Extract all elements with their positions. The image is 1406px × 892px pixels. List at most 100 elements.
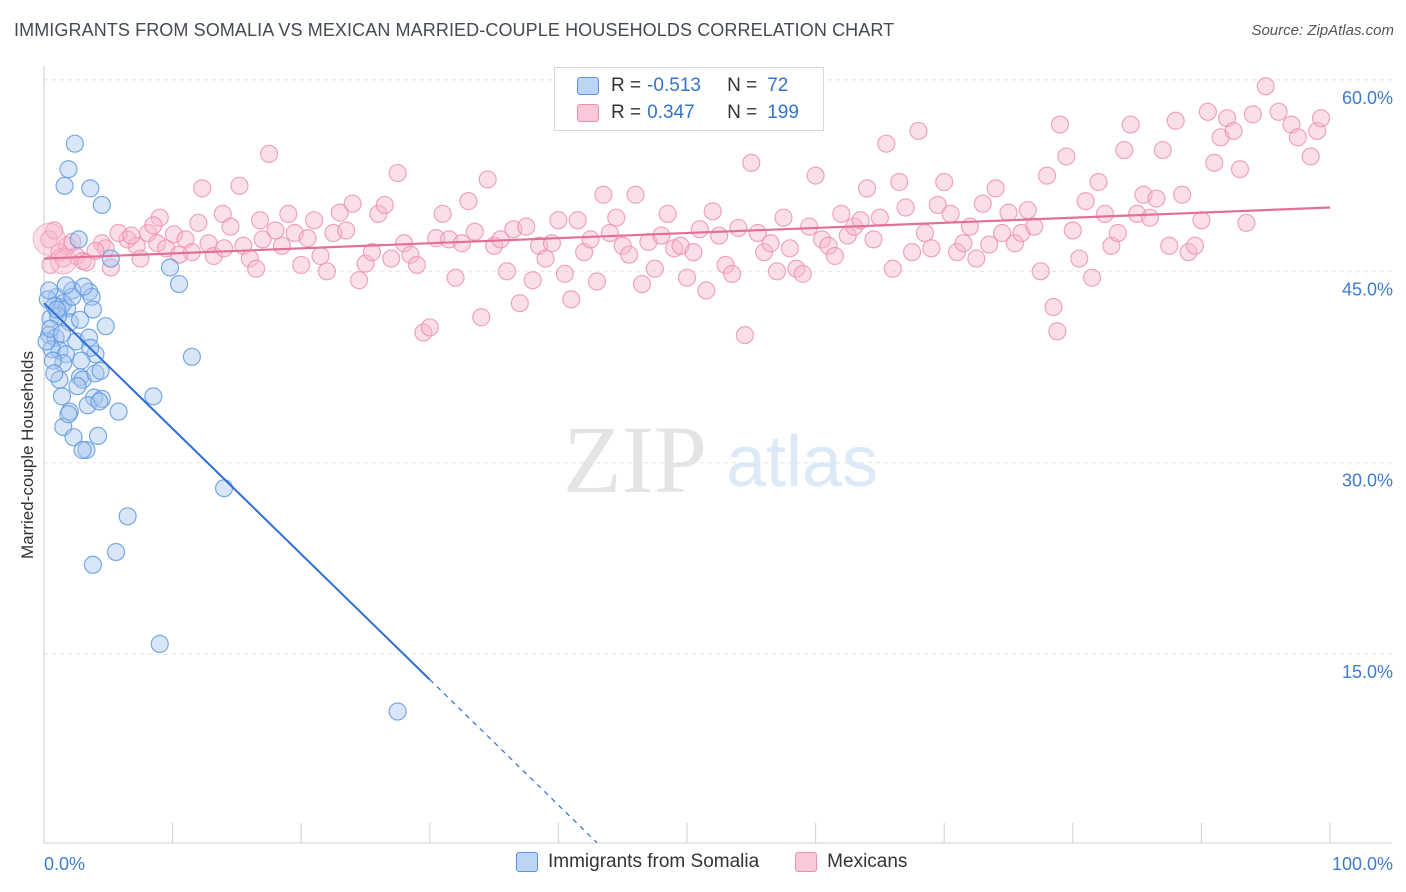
point-mexicans [478, 170, 497, 189]
stats-n-label: N = [727, 75, 758, 96]
point-mexicans [857, 179, 877, 198]
point-somalia [79, 282, 99, 301]
point-mexicans [767, 262, 787, 281]
point-mexicans [86, 241, 105, 260]
point-mexicans [710, 226, 729, 245]
point-somalia [59, 405, 78, 424]
point-mexicans [722, 264, 742, 283]
point-mexicans [362, 243, 382, 262]
stats-r-value: -0.513 [647, 75, 701, 96]
point-mexicans [909, 121, 928, 141]
point-mexicans [935, 172, 954, 192]
grid-lines [44, 79, 1392, 655]
point-mexicans [1269, 102, 1288, 121]
point-mexicans [304, 211, 324, 230]
point-mexicans [620, 245, 639, 264]
point-somalia [169, 274, 189, 294]
point-mexicans [433, 204, 452, 223]
watermark: ZIP atlas [563, 406, 878, 513]
point-mexicans [250, 211, 270, 230]
point-mexicans [1037, 166, 1057, 185]
point-mexicans [915, 223, 935, 243]
point-mexicans [407, 255, 427, 275]
point-mexicans [1050, 115, 1070, 134]
point-mexicans [851, 211, 870, 230]
point-mexicans [1095, 204, 1115, 223]
point-mexicans [388, 163, 407, 183]
x-tick-label: 0.0% [44, 854, 85, 874]
watermark-zip: ZIP [563, 406, 707, 513]
chart-source: Source: ZipAtlas.com [1251, 22, 1394, 39]
legend: Immigrants from Somalia Mexicans [516, 851, 943, 873]
point-mexicans [1076, 192, 1095, 211]
point-mexicans [164, 225, 183, 244]
point-somalia [78, 396, 97, 415]
point-mexicans [1115, 140, 1134, 160]
point-mexicans [189, 213, 208, 232]
point-mexicans [703, 202, 722, 221]
legend-swatch-mexicans [795, 852, 818, 872]
point-mexicans [148, 234, 167, 253]
point-mexicans [735, 326, 754, 345]
point-mexicans [684, 243, 703, 262]
point-mexicans [465, 222, 484, 241]
point-somalia [45, 364, 64, 383]
y-tick-label: 60.0% [1342, 88, 1393, 108]
point-mexicans [632, 274, 652, 294]
point-somalia [92, 195, 111, 215]
point-mexicans [793, 264, 812, 283]
point-mexicans [1025, 217, 1044, 236]
point-mexicans [607, 208, 626, 227]
legend-label-somalia: Immigrants from Somalia [548, 851, 760, 872]
trend-line-mexicans [43, 206, 1331, 260]
y-tick-label: 30.0% [1342, 471, 1393, 491]
point-mexicans [401, 245, 420, 264]
point-somalia [77, 440, 96, 460]
point-somalia [96, 317, 115, 336]
point-mexicans [819, 236, 838, 255]
chart-title: IMMIGRANTS FROM SOMALIA VS MEXICAN MARRI… [14, 20, 895, 40]
point-mexicans [472, 308, 491, 327]
point-mexicans [967, 249, 986, 268]
point-mexicans [1108, 223, 1127, 243]
point-mexicans [1005, 234, 1025, 253]
point-somalia [86, 364, 105, 383]
point-mexicans [298, 229, 317, 248]
point-mexicans [1082, 268, 1102, 287]
point-mexicans [1121, 115, 1140, 134]
point-mexicans [1301, 147, 1320, 166]
point-mexicans [253, 230, 272, 249]
stats-row-mexicans: R = 0.347 N = 199 [577, 100, 799, 126]
point-somalia [388, 702, 407, 721]
point-mexicans [446, 268, 465, 287]
point-mexicans [523, 271, 542, 290]
point-somalia [47, 300, 66, 319]
point-mexicans [568, 211, 587, 230]
point-mexicans [549, 211, 568, 230]
y-tick-label: 45.0% [1342, 279, 1393, 299]
point-mexicans [825, 246, 844, 266]
point-somalia [118, 507, 137, 526]
point-mexicans [330, 203, 349, 222]
point-mexicans [131, 249, 150, 268]
point-mexicans [247, 259, 266, 278]
point-somalia [91, 361, 110, 380]
point-somalia [144, 387, 163, 406]
trend-line-somalia-extension [429, 679, 598, 844]
point-somalia [55, 176, 74, 195]
point-mexicans [800, 217, 819, 236]
point-mexicans [1070, 249, 1089, 268]
point-mexicans [658, 204, 677, 223]
point-mexicans [928, 195, 947, 215]
point-mexicans [716, 255, 735, 275]
point-somalia [73, 440, 92, 460]
trend-line-somalia [43, 302, 431, 681]
point-mexicans [1031, 262, 1050, 281]
point-mexicans [266, 221, 285, 240]
point-mexicans [1311, 109, 1331, 128]
point-mexicans [343, 194, 362, 213]
point-somalia [68, 377, 87, 396]
point-mexicans [1192, 211, 1211, 230]
point-somalia [90, 392, 109, 411]
